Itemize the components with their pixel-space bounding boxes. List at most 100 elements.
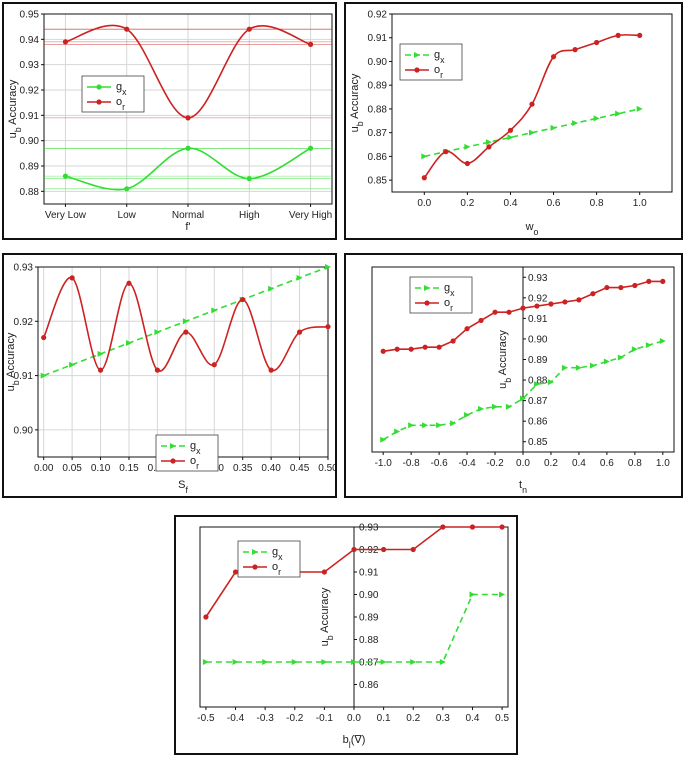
y-tick-label: 0.92 bbox=[368, 10, 388, 21]
x-tick-label: 0.40 bbox=[261, 463, 281, 474]
y-tick-label: 0.89 bbox=[359, 613, 379, 624]
legend-swatch-marker bbox=[96, 99, 102, 105]
x-axis-label: wo bbox=[525, 221, 539, 237]
data-point bbox=[126, 280, 132, 286]
data-point bbox=[232, 659, 239, 665]
data-point bbox=[562, 299, 568, 305]
y-tick-label: 0.85 bbox=[528, 437, 548, 448]
data-point bbox=[645, 342, 652, 349]
x-axis-label: tn bbox=[519, 479, 527, 495]
y-tick-label: 0.93 bbox=[359, 523, 379, 534]
data-point bbox=[380, 348, 386, 354]
y-axis-label: ub Accuracy bbox=[319, 587, 335, 646]
y-tick-label: 0.92 bbox=[20, 86, 40, 97]
y-tick-label: 0.92 bbox=[528, 293, 548, 304]
data-point bbox=[450, 338, 456, 344]
x-tick-label: 0.1 bbox=[377, 713, 391, 724]
data-point bbox=[394, 346, 400, 352]
x-tick-label: 0.50 bbox=[318, 463, 335, 474]
y-tick-label: 0.86 bbox=[359, 680, 379, 691]
data-point bbox=[240, 296, 246, 303]
data-point bbox=[589, 362, 596, 369]
data-point bbox=[182, 318, 189, 325]
data-point bbox=[631, 346, 638, 353]
data-point bbox=[464, 143, 471, 150]
x-tick-label: 1.0 bbox=[656, 458, 670, 469]
data-point bbox=[203, 614, 209, 620]
x-tick-label: -0.4 bbox=[458, 458, 476, 469]
legend-swatch-marker bbox=[414, 67, 420, 73]
data-point bbox=[211, 307, 218, 314]
x-tick-label: 0.8 bbox=[628, 458, 642, 469]
data-point bbox=[321, 569, 327, 575]
data-point bbox=[485, 139, 492, 146]
x-tick-label: Very High bbox=[289, 210, 332, 221]
data-point bbox=[351, 659, 357, 665]
data-point bbox=[380, 659, 387, 665]
data-point bbox=[268, 367, 274, 373]
y-axis-label: ub Accuracy bbox=[5, 332, 21, 391]
x-tick-label: -0.5 bbox=[197, 713, 215, 724]
legend-label: or bbox=[190, 455, 199, 471]
data-point bbox=[268, 285, 275, 292]
legend-swatch-marker bbox=[96, 84, 102, 90]
x-tick-label: 0.3 bbox=[436, 713, 450, 724]
data-point bbox=[604, 284, 610, 291]
legend-swatch-marker bbox=[414, 52, 420, 58]
data-point bbox=[125, 340, 132, 346]
x-axis-label: f' bbox=[185, 221, 190, 233]
x-tick-label: -0.2 bbox=[486, 458, 504, 469]
data-point bbox=[499, 524, 505, 530]
x-tick-label: 0.4 bbox=[572, 458, 586, 469]
y-tick-label: 0.95 bbox=[20, 10, 40, 21]
x-tick-label: 0.2 bbox=[406, 713, 420, 724]
chart-panel-s-f: 0.900.910.920.930.000.050.100.150.200.25… bbox=[2, 253, 337, 498]
data-point bbox=[550, 124, 557, 131]
x-axis-label: Sf bbox=[178, 479, 188, 495]
x-tick-label: 0.05 bbox=[62, 463, 82, 474]
legend-label: or bbox=[434, 64, 443, 80]
legend-swatch-marker bbox=[170, 443, 176, 449]
y-tick-label: 0.93 bbox=[20, 60, 40, 71]
y-tick-label: 0.85 bbox=[368, 176, 388, 187]
y-tick-label: 0.87 bbox=[359, 658, 379, 669]
chart-b-l: 0.86 0.87 0.88 0.89 0.90 0.91 0.92 0.93 -0.5 -0.4… bbox=[197, 523, 509, 751]
y-tick-label: 0.88 bbox=[528, 376, 548, 387]
data-point bbox=[547, 379, 554, 386]
chart-panel-f-prime: 0.88 0.89 0.90 0.91 0.92 0.93 0.94 0.95 Very Low… bbox=[2, 2, 337, 240]
data-point bbox=[154, 329, 161, 336]
legend-label: gx bbox=[272, 546, 283, 562]
y-tick-label: 0.91 bbox=[20, 111, 40, 122]
data-point bbox=[561, 364, 568, 371]
x-tick-label: 0.4 bbox=[466, 713, 480, 724]
data-point bbox=[422, 344, 428, 350]
data-point bbox=[325, 264, 331, 270]
y-tick-label: 0.90 bbox=[20, 136, 40, 147]
x-tick-label: -1.0 bbox=[375, 458, 393, 469]
data-point bbox=[154, 367, 161, 373]
data-point bbox=[124, 186, 130, 192]
data-point bbox=[62, 39, 69, 45]
data-point bbox=[646, 278, 652, 284]
data-point bbox=[381, 546, 387, 553]
data-point bbox=[246, 26, 252, 32]
y-tick-label: 0.94 bbox=[20, 35, 40, 46]
x-tick-label: -0.1 bbox=[316, 713, 334, 724]
y-tick-label: 0.90 bbox=[368, 57, 388, 68]
data-point bbox=[615, 110, 622, 117]
data-point bbox=[436, 422, 443, 429]
data-point bbox=[464, 326, 470, 332]
x-tick-label: Normal bbox=[172, 210, 204, 221]
data-point bbox=[550, 54, 557, 60]
data-point bbox=[291, 659, 298, 665]
legend-swatch-marker bbox=[252, 564, 258, 570]
data-point bbox=[499, 591, 506, 598]
data-point bbox=[421, 175, 427, 181]
y-tick-label: 0.91 bbox=[359, 568, 379, 579]
y-tick-label: 0.86 bbox=[368, 152, 388, 163]
data-point bbox=[615, 32, 621, 38]
x-tick-label: 0.4 bbox=[504, 198, 518, 209]
data-point bbox=[594, 39, 600, 46]
data-point bbox=[533, 381, 540, 388]
x-tick-label: 0.6 bbox=[547, 198, 561, 209]
